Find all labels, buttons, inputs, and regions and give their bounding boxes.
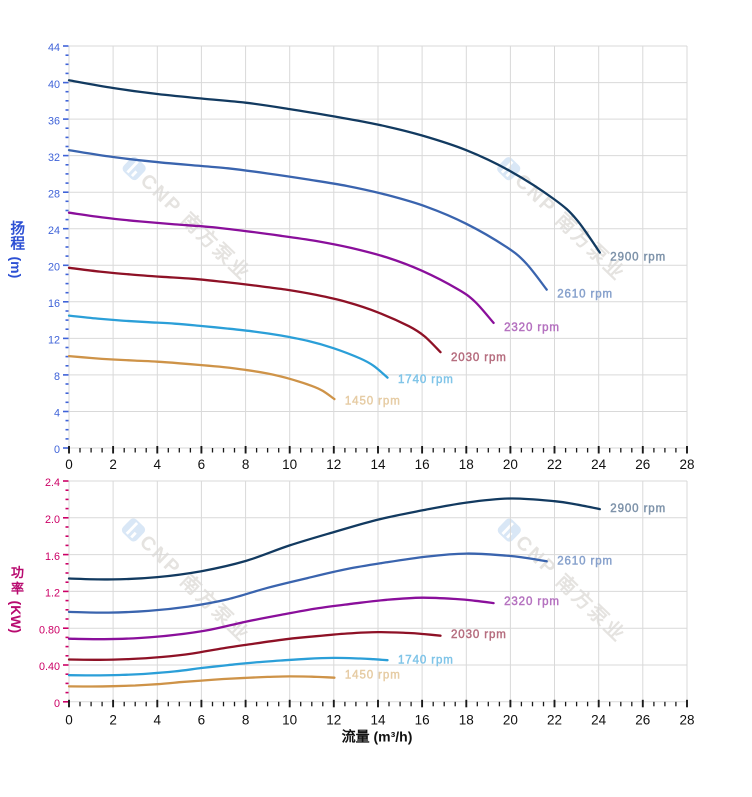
svg-text:12: 12: [326, 457, 341, 472]
svg-text:0: 0: [65, 457, 73, 472]
svg-text:0.40: 0.40: [39, 661, 60, 673]
svg-text:36: 36: [48, 115, 60, 127]
svg-text:16: 16: [415, 712, 430, 727]
svg-text:22: 22: [547, 712, 562, 727]
svg-text:0.80: 0.80: [39, 624, 60, 636]
svg-text:1450 rpm: 1450 rpm: [345, 670, 401, 682]
svg-text:24: 24: [591, 712, 607, 727]
svg-text:6: 6: [198, 457, 206, 472]
svg-text:率: 率: [11, 581, 24, 596]
svg-text:28: 28: [679, 457, 694, 472]
svg-text:24: 24: [591, 457, 607, 472]
svg-text:24: 24: [48, 225, 60, 237]
svg-text:(KW): (KW): [8, 601, 24, 634]
svg-text:8: 8: [242, 457, 250, 472]
svg-text:28: 28: [679, 712, 694, 727]
svg-text:2030 rpm: 2030 rpm: [451, 629, 507, 641]
svg-text:18: 18: [459, 712, 474, 727]
svg-text:12: 12: [326, 712, 341, 727]
svg-text:2900 rpm: 2900 rpm: [610, 252, 666, 264]
svg-text:1.6: 1.6: [45, 551, 60, 563]
svg-text:20: 20: [503, 457, 518, 472]
svg-text:功: 功: [11, 565, 24, 580]
svg-text:扬: 扬: [11, 220, 26, 238]
svg-text:2320 rpm: 2320 rpm: [504, 322, 560, 334]
svg-text:8: 8: [54, 371, 60, 383]
svg-text:流量 (m³/h): 流量 (m³/h): [342, 729, 413, 745]
svg-text:26: 26: [635, 712, 650, 727]
svg-text:16: 16: [415, 457, 430, 472]
svg-text:(m): (m): [8, 257, 24, 279]
svg-text:14: 14: [370, 457, 386, 472]
svg-text:2900 rpm: 2900 rpm: [610, 503, 666, 515]
svg-text:程: 程: [11, 236, 26, 253]
svg-text:1450 rpm: 1450 rpm: [345, 395, 401, 407]
svg-text:20: 20: [48, 262, 60, 274]
svg-text:20: 20: [503, 712, 518, 727]
svg-text:6: 6: [198, 712, 206, 727]
svg-text:10: 10: [282, 457, 297, 472]
svg-text:28: 28: [48, 188, 60, 200]
svg-text:4: 4: [54, 408, 60, 420]
svg-text:18: 18: [459, 457, 474, 472]
svg-text:16: 16: [48, 298, 60, 310]
svg-text:1.2: 1.2: [45, 588, 60, 600]
svg-text:4: 4: [154, 457, 162, 472]
svg-text:2: 2: [109, 712, 117, 727]
svg-text:2030 rpm: 2030 rpm: [451, 352, 507, 364]
svg-text:0: 0: [54, 444, 60, 456]
svg-text:2320 rpm: 2320 rpm: [504, 596, 560, 608]
svg-text:8: 8: [242, 712, 250, 727]
svg-text:40: 40: [48, 79, 60, 91]
svg-text:2610 rpm: 2610 rpm: [557, 288, 613, 300]
svg-text:26: 26: [635, 457, 650, 472]
svg-text:44: 44: [48, 42, 60, 54]
svg-text:2610 rpm: 2610 rpm: [557, 556, 613, 568]
svg-text:22: 22: [547, 457, 562, 472]
svg-text:4: 4: [154, 712, 162, 727]
svg-text:0: 0: [54, 698, 60, 710]
svg-text:10: 10: [282, 712, 297, 727]
svg-text:1740 rpm: 1740 rpm: [398, 655, 454, 667]
svg-text:0: 0: [65, 712, 73, 727]
svg-text:2.4: 2.4: [45, 477, 60, 489]
svg-text:14: 14: [370, 712, 386, 727]
svg-text:1740 rpm: 1740 rpm: [398, 374, 454, 386]
svg-text:12: 12: [48, 335, 60, 347]
svg-text:2: 2: [109, 457, 117, 472]
svg-text:32: 32: [48, 152, 60, 164]
svg-text:2.0: 2.0: [45, 514, 60, 526]
